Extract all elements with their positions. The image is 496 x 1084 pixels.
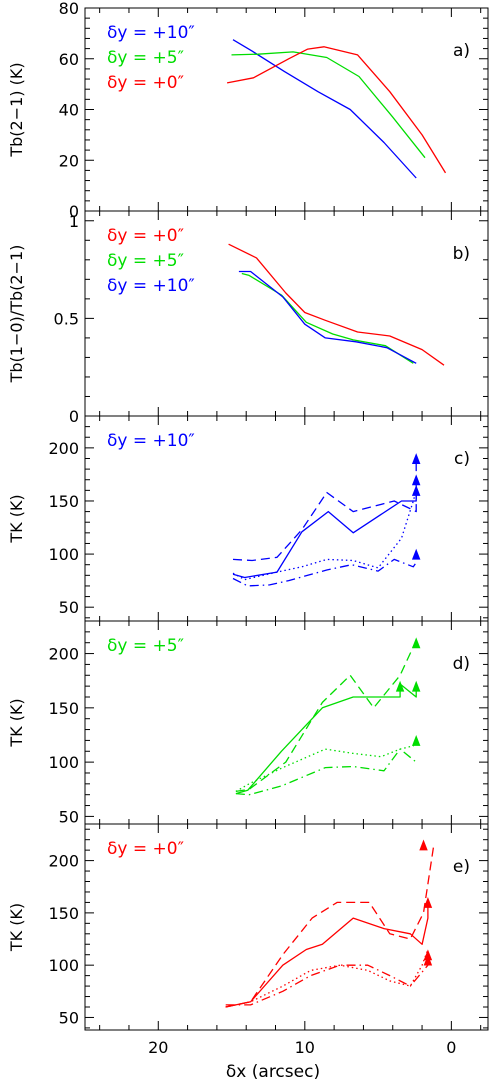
- lower-limit-arrow: [419, 839, 428, 851]
- series-line-solid: [231, 51, 426, 159]
- series-line-dotted: [232, 490, 417, 581]
- panel-label: c): [454, 449, 470, 469]
- series-line-dashdot: [235, 748, 417, 796]
- y-tick-label: 80: [59, 0, 79, 18]
- legend-entry: δy = +10″: [107, 23, 195, 43]
- lower-limit-arrow: [423, 954, 433, 966]
- series-line-dashed: [232, 456, 417, 562]
- x-tick-label: 10: [295, 1038, 315, 1057]
- series-line-dashed: [235, 640, 417, 793]
- x-tick-label: 0: [446, 1038, 456, 1057]
- y-tick-label: 50: [59, 1008, 79, 1027]
- y-tick-label: 150: [48, 492, 79, 511]
- series-line-solid: [232, 477, 417, 579]
- series-line-dashdot: [232, 558, 417, 587]
- lower-limit-arrow: [411, 680, 421, 692]
- lower-limit-arrow: [411, 484, 421, 496]
- legend-entry: δy = +0″: [107, 839, 184, 859]
- lower-limit-arrow: [411, 637, 421, 649]
- y-axis-label: TK (K): [7, 903, 26, 952]
- y-axis-label: Tb(2−1) (K): [7, 62, 26, 157]
- y-tick-label: 50: [59, 598, 79, 617]
- series-line-solid: [235, 683, 417, 795]
- series-line-solid: [232, 39, 417, 179]
- y-tick-label: 0: [69, 202, 79, 221]
- y-tick-label: 60: [59, 50, 79, 69]
- y-tick-label: 100: [48, 956, 79, 975]
- panel-label: b): [453, 244, 470, 264]
- y-axis-label: TK (K): [7, 698, 26, 747]
- panel-frame-5: [84, 823, 489, 1031]
- y-tick-label: 100: [48, 545, 79, 564]
- x-tick-label: 20: [148, 1038, 168, 1057]
- lower-limit-arrow: [411, 548, 421, 560]
- y-tick-label: 150: [48, 699, 79, 718]
- panel-label: a): [453, 41, 470, 61]
- panel-label: e): [453, 857, 470, 877]
- y-tick-label: 100: [48, 753, 79, 772]
- legend-entry: δy = +5″: [107, 251, 184, 271]
- panel-label: d): [453, 654, 470, 674]
- y-tick-label: 200: [48, 852, 79, 871]
- lower-limit-arrow: [423, 897, 433, 908]
- legend-entry: δy = +10″: [107, 276, 195, 296]
- y-tick-label: 150: [48, 904, 79, 923]
- series-line-dotted: [235, 740, 417, 792]
- series-line-dashdot: [225, 964, 429, 1006]
- series-line-solid: [238, 270, 417, 364]
- y-tick-label: 40: [59, 101, 79, 120]
- legend-entry: δy = +0″: [107, 226, 184, 246]
- lower-limit-arrow: [411, 453, 421, 464]
- y-tick-label: 20: [59, 151, 79, 170]
- series-line-solid: [226, 46, 447, 174]
- y-tick-label: 50: [59, 807, 79, 826]
- series-line-solid: [225, 900, 429, 1008]
- lower-limit-arrow: [411, 474, 421, 486]
- series-line-dashed: [225, 844, 435, 1008]
- y-tick-label: 200: [48, 439, 79, 458]
- lower-limit-arrow: [395, 680, 405, 692]
- legend-entry: δy = +10″: [107, 431, 195, 451]
- series-line-solid: [241, 272, 414, 364]
- y-tick-label: 200: [48, 645, 79, 664]
- y-tick-label: 1: [69, 212, 79, 231]
- y-axis-label: TK (K): [7, 494, 26, 543]
- series-line-solid: [228, 243, 445, 366]
- legend-entry: δy = +5″: [107, 636, 184, 656]
- legend-entry: δy = +0″: [107, 73, 184, 93]
- legend-entry: δy = +5″: [107, 48, 184, 68]
- series-line-dotted: [225, 949, 429, 1008]
- y-tick-label: 0.5: [54, 309, 79, 328]
- lower-limit-arrow: [411, 735, 421, 746]
- y-axis-label: Tb(1−0)/Tb(2−1): [7, 245, 26, 384]
- x-axis-label: δx (arcsec): [226, 1062, 320, 1082]
- y-tick-label: 0: [69, 407, 79, 426]
